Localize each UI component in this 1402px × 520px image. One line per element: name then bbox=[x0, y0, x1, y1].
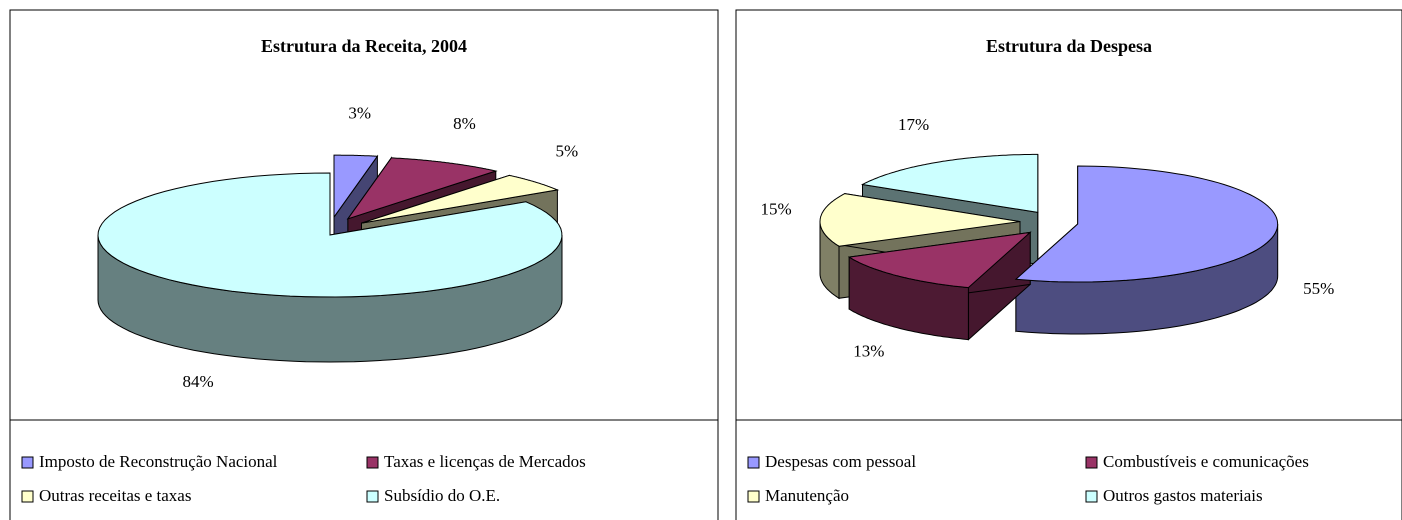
legend-label: Outros gastos materiais bbox=[1103, 486, 1263, 505]
chart-title: Estrutura da Despesa bbox=[986, 36, 1152, 56]
slice bbox=[361, 174, 560, 224]
legend-label: Subsídio do O.E. bbox=[384, 486, 500, 505]
slice bbox=[1014, 165, 1279, 283]
legend-label: Combustíveis e comunicações bbox=[1103, 452, 1309, 471]
legend-label: Manutenção bbox=[765, 486, 849, 505]
legend-swatch bbox=[21, 456, 34, 469]
legend-swatch bbox=[366, 456, 379, 469]
legend-label: Despesas com pessoal bbox=[765, 452, 916, 471]
legend-label: Imposto de Reconstrução Nacional bbox=[39, 452, 278, 471]
data-label: 5% bbox=[556, 141, 579, 160]
legend-swatch bbox=[1085, 490, 1098, 503]
data-label: 55% bbox=[1303, 279, 1334, 298]
data-label: 8% bbox=[453, 114, 476, 133]
legend-swatch bbox=[1085, 456, 1098, 469]
legend-swatch bbox=[366, 490, 379, 503]
legend-swatch bbox=[747, 490, 760, 503]
slice bbox=[847, 231, 1032, 289]
slice bbox=[819, 193, 1021, 247]
legend-frame bbox=[9, 419, 719, 520]
data-label: 13% bbox=[853, 342, 884, 361]
data-label: 3% bbox=[348, 104, 371, 123]
data-label: 17% bbox=[898, 115, 929, 134]
data-label: 15% bbox=[761, 200, 792, 219]
chart-title: Estrutura da Receita, 2004 bbox=[261, 36, 467, 56]
legend-swatch bbox=[747, 456, 760, 469]
data-label: 84% bbox=[183, 372, 214, 391]
legend-frame bbox=[735, 419, 1402, 520]
slice bbox=[333, 154, 379, 219]
legend-label: Outras receitas e taxas bbox=[39, 486, 191, 505]
legend-swatch bbox=[21, 490, 34, 503]
slice bbox=[97, 172, 563, 298]
legend-label: Taxas e licenças de Mercados bbox=[384, 452, 586, 471]
slice bbox=[860, 153, 1039, 213]
slice bbox=[346, 157, 498, 220]
